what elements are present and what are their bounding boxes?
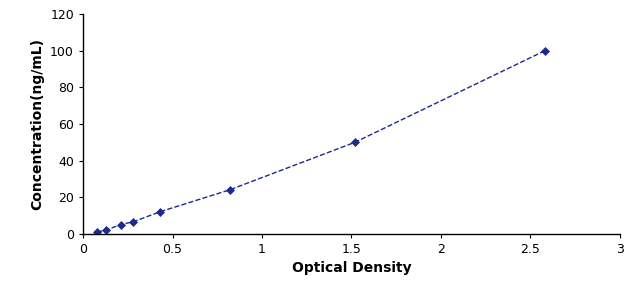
X-axis label: Optical Density: Optical Density: [291, 261, 412, 275]
Y-axis label: Concentration(ng/mL): Concentration(ng/mL): [31, 38, 45, 210]
